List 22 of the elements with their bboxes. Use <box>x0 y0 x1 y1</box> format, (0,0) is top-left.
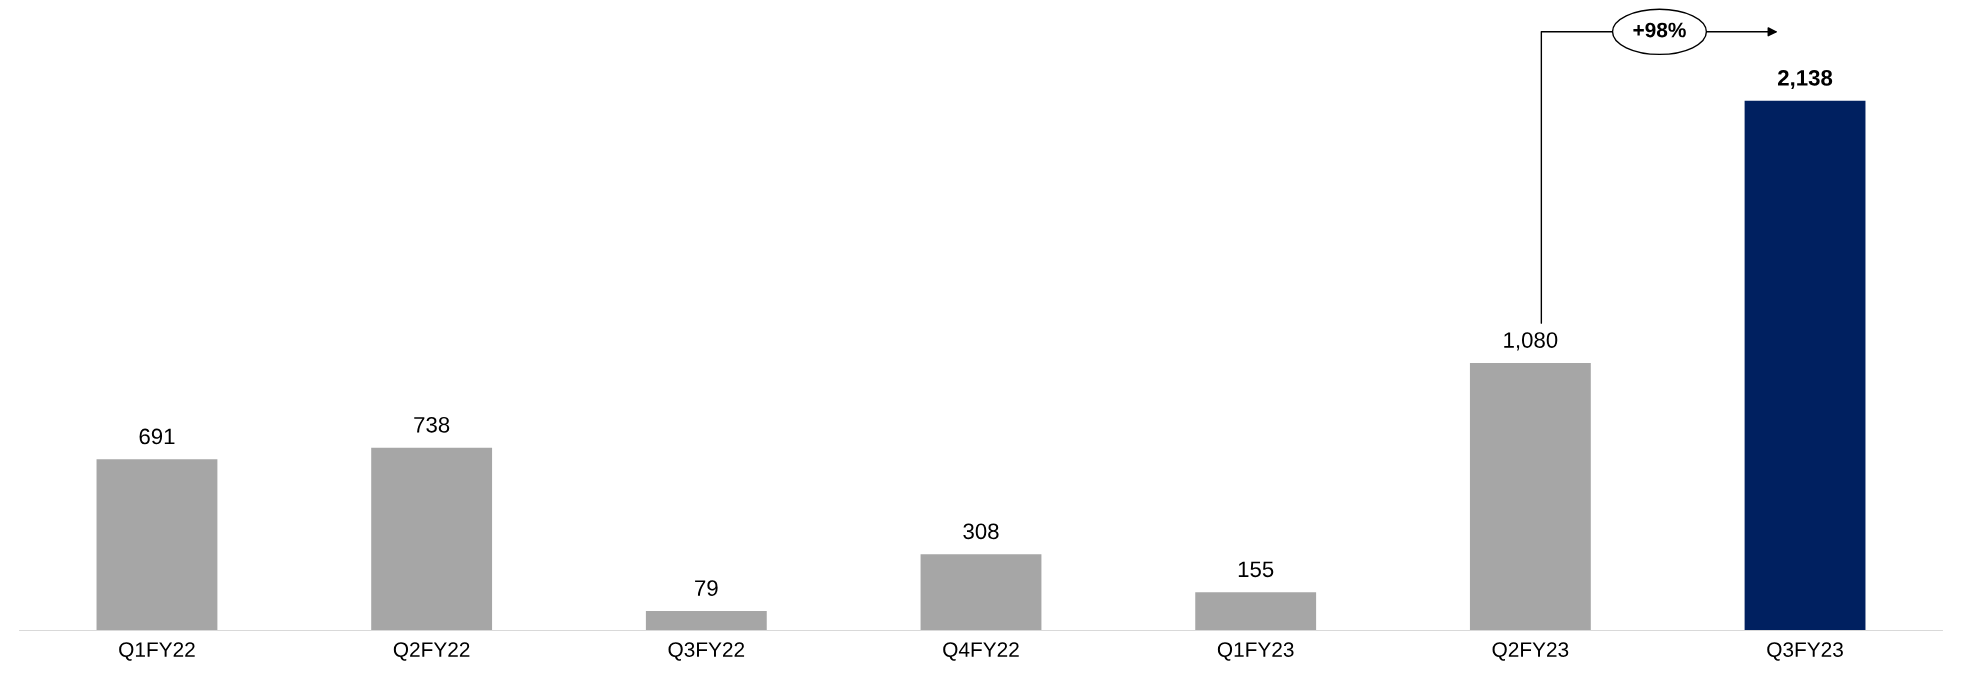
data-label: 2,138 <box>1778 69 1833 89</box>
data-label: 79 <box>695 580 718 596</box>
bar <box>1744 100 1866 631</box>
x-tick-label: Q2FY23 <box>1492 642 1569 661</box>
bar <box>96 459 218 631</box>
x-tick-label: Q4FY22 <box>943 642 1019 661</box>
data-label: 155 <box>1238 561 1274 578</box>
bar <box>371 447 493 631</box>
bar <box>1195 592 1317 631</box>
data-label: 1,080 <box>1504 332 1558 351</box>
x-tick-label: Q1FY23 <box>1217 642 1294 661</box>
data-label: 308 <box>963 523 999 540</box>
text: +98% <box>1633 22 1686 38</box>
bar <box>1469 362 1591 631</box>
bar <box>645 610 767 631</box>
x-tick-label: Q1FY22 <box>119 642 195 661</box>
bar <box>920 554 1042 631</box>
x-tick-label: Q3FY22 <box>668 642 745 661</box>
data-label: 738 <box>414 416 450 433</box>
x-tick-label: Q3FY23 <box>1767 642 1843 661</box>
data-label: 691 <box>139 428 175 445</box>
x-tick-label: Q2FY22 <box>393 642 470 661</box>
